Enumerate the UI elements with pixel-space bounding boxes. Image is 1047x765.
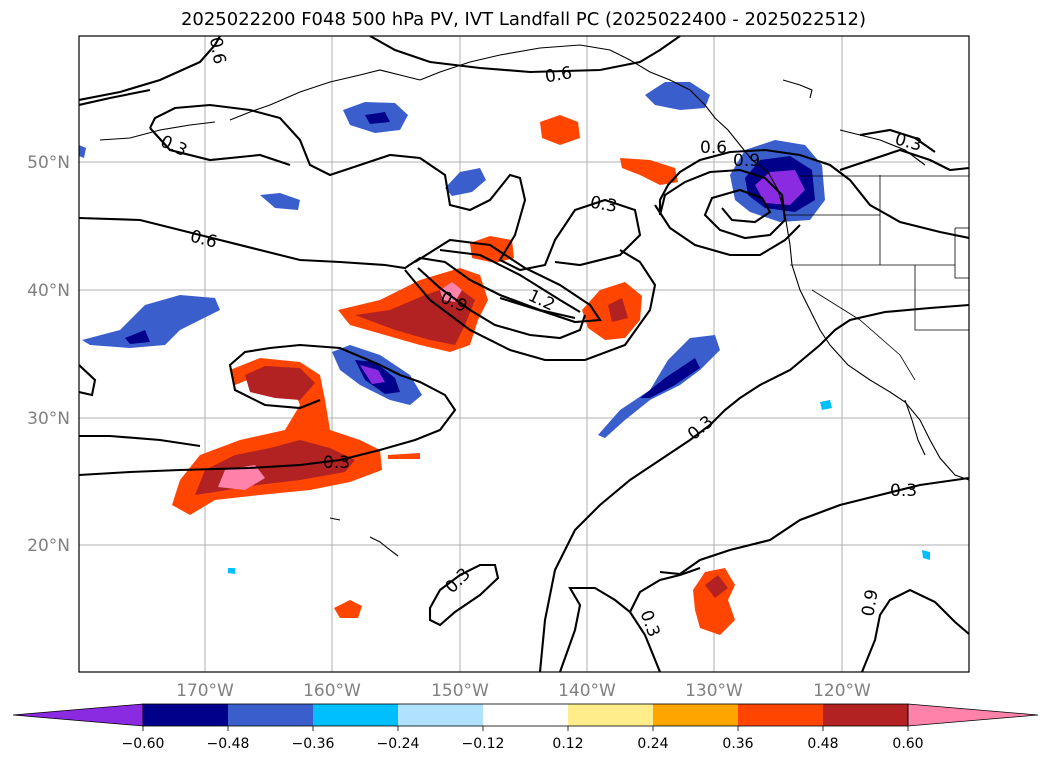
colorbar-segment xyxy=(228,704,313,726)
colorbar-tick-label: 0.60 xyxy=(892,736,923,752)
graticule xyxy=(79,36,969,672)
colorbar-segment xyxy=(823,704,908,726)
contour-label: 0.6 xyxy=(700,138,727,158)
contour-label: 0.6 xyxy=(543,63,573,87)
colorbar-tick-label: −0.48 xyxy=(207,736,250,752)
colorbar-tick-label: −0.60 xyxy=(122,736,165,752)
map-title: 2025022200 F048 500 hPa PV, IVT Landfall… xyxy=(180,9,867,30)
negative-ivt-shading xyxy=(79,82,930,574)
colorbar-segment xyxy=(143,704,228,726)
latitude-label: 40°N xyxy=(27,281,70,301)
contour-label: 0.3 xyxy=(890,481,917,501)
contour-label: 0.3 xyxy=(323,453,350,473)
pv-contours xyxy=(79,36,969,672)
colorbar-extend-high xyxy=(907,703,1039,727)
colorbar-tick-label: 0.24 xyxy=(637,736,668,752)
colorbar-tick-label: 0.48 xyxy=(807,736,838,752)
longitude-label: 130°W xyxy=(685,681,743,701)
latitude-label: 20°N xyxy=(27,536,70,556)
colorbar-segment xyxy=(568,704,653,726)
colorbar-segment xyxy=(398,704,483,726)
political-boundaries xyxy=(785,175,969,381)
latitude-labels: 50°N 40°N 30°N 20°N xyxy=(27,153,70,556)
colorbar-outline xyxy=(142,703,909,727)
colorbar-segment xyxy=(483,704,568,726)
positive-ivt-shading xyxy=(172,115,735,635)
longitude-label: 120°W xyxy=(813,681,871,701)
colorbar-tick-label: −0.36 xyxy=(292,736,335,752)
longitude-labels: 170°W 160°W 150°W 140°W 130°W 120°W xyxy=(176,681,871,701)
map-frame xyxy=(78,35,970,673)
colorbar-tick-label: 0.12 xyxy=(552,736,583,752)
colorbar-tick-label: 0.36 xyxy=(722,736,753,752)
latitude-label: 30°N xyxy=(27,409,70,429)
colorbar-segment xyxy=(738,704,823,726)
colorbar-segment xyxy=(653,704,738,726)
latitude-label: 50°N xyxy=(27,153,70,173)
contour-label: 0.3 xyxy=(588,193,618,217)
colorbar-tick-label: −0.12 xyxy=(462,736,505,752)
longitude-label: 140°W xyxy=(558,681,616,701)
colorbar-extend-low xyxy=(12,703,144,727)
contour-label: 0.9 xyxy=(733,151,760,171)
longitude-label: 160°W xyxy=(303,681,361,701)
colorbar-segment xyxy=(313,704,398,726)
longitude-label: 170°W xyxy=(176,681,234,701)
colorbar-tick-label: −0.24 xyxy=(377,736,420,752)
longitude-label: 150°W xyxy=(431,681,489,701)
contour-label: 0.9 xyxy=(858,588,882,618)
contour-label: 0.6 xyxy=(205,36,229,66)
colorbar: −0.60 −0.48 −0.36 −0.24 −0.12 0.12 0.24 0.36 0.4… xyxy=(12,703,1039,752)
